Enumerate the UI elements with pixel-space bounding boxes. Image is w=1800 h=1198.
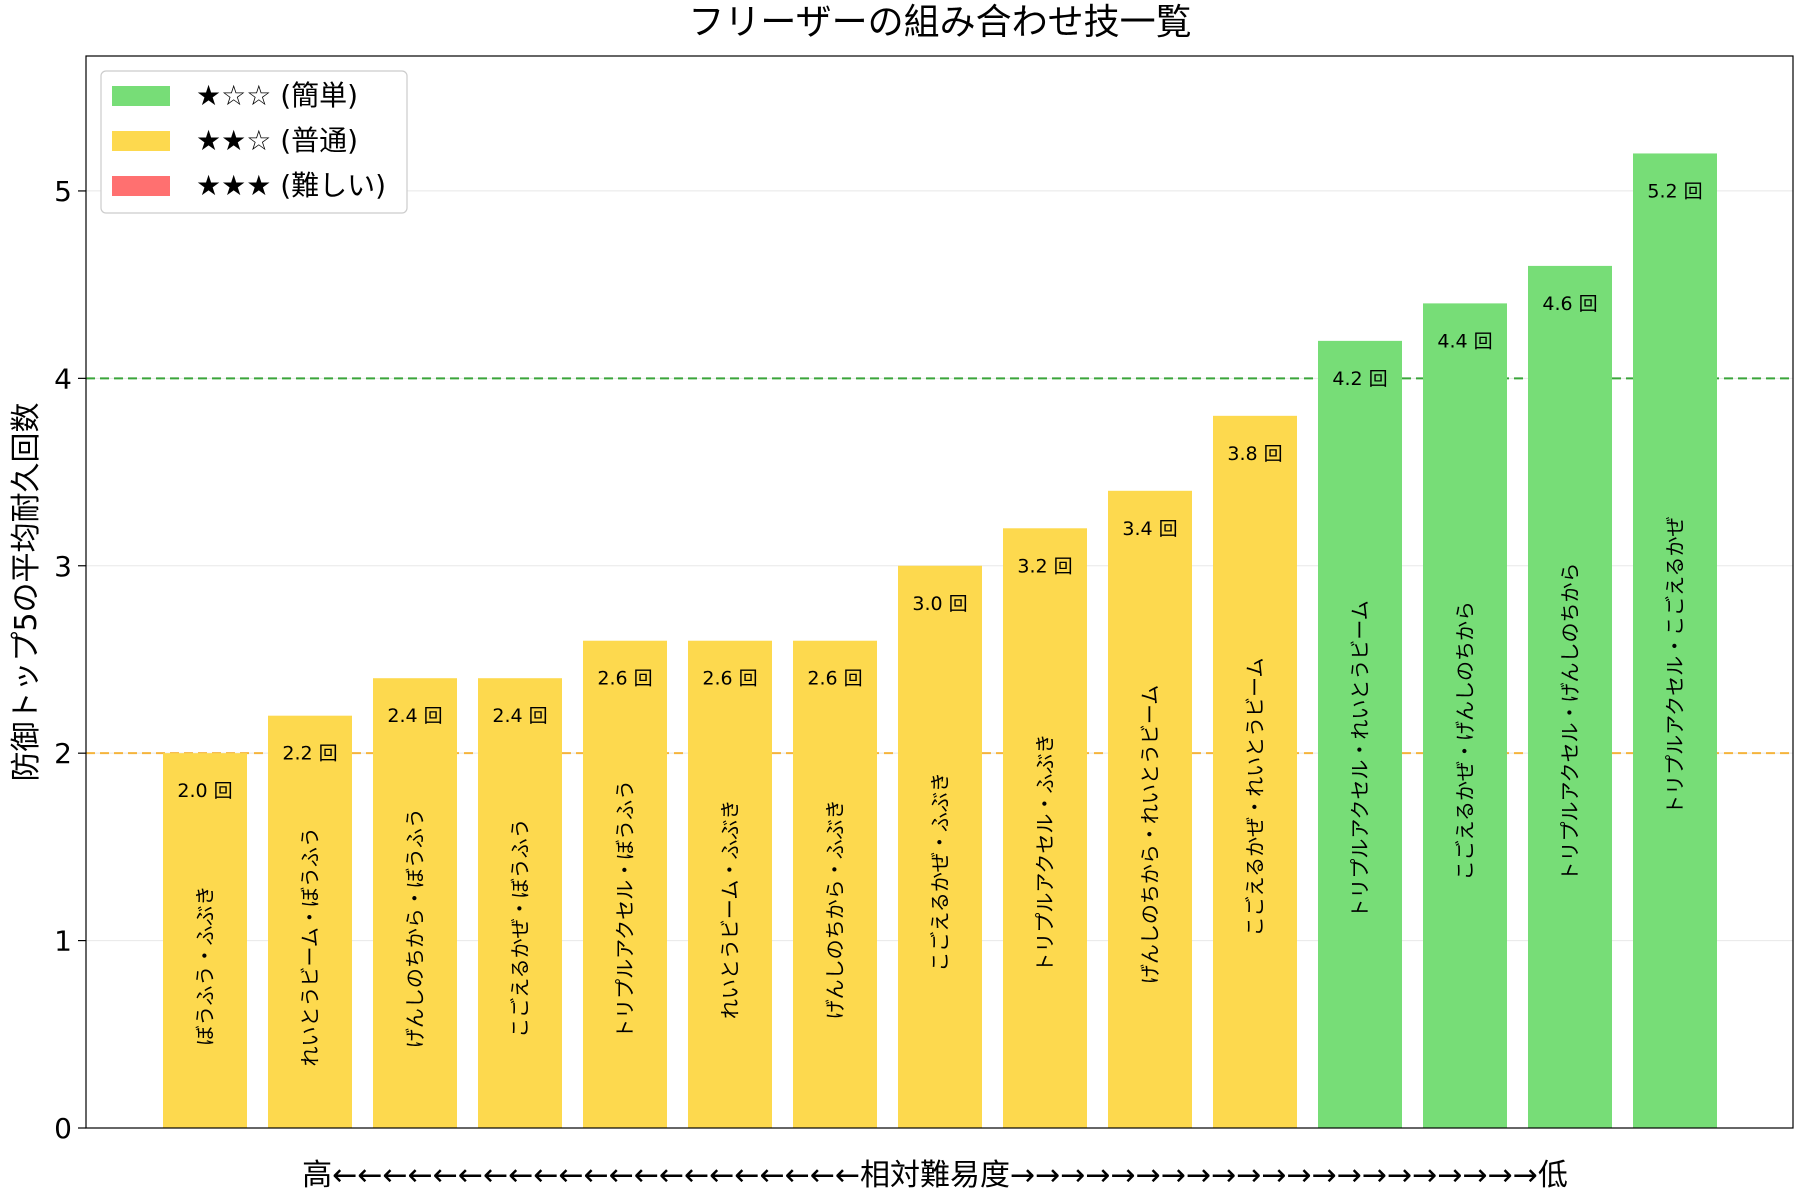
legend-swatch	[112, 86, 170, 106]
x-axis-label: 高←←←←←←←←←←←←←←←←←←←←←相対難易度→→→→→→→→→→→→→…	[302, 1158, 1568, 1193]
bar-category-label: こごえるかぜ・れいとうビーム	[1243, 658, 1267, 937]
bar	[1003, 528, 1087, 1128]
bar-value-label: 5.2 回	[1647, 180, 1702, 202]
bar-category-label: トリプルアクセル・ぼうふう	[613, 780, 637, 1039]
bar	[898, 565, 982, 1128]
bar-value-label: 3.8 回	[1227, 443, 1282, 465]
bar	[1423, 303, 1507, 1128]
bar	[1108, 490, 1192, 1128]
bar-category-label: げんしのちから・れいとうビーム	[1138, 685, 1162, 984]
y-tick-label: 0	[54, 1112, 72, 1145]
bar	[163, 753, 247, 1128]
bar-value-label: 3.0 回	[912, 593, 967, 615]
bar-value-label: 4.6 回	[1542, 293, 1597, 315]
bar	[268, 715, 352, 1128]
bar-value-label: 2.4 回	[492, 705, 547, 727]
bar-category-label: げんしのちから・ぼうふう	[403, 808, 427, 1048]
legend: ★☆☆ (簡単) ★★☆ (普通) ★★★ (難しい)	[100, 70, 408, 214]
chart-title: フリーザーの組み合わせ技一覧	[688, 2, 1191, 43]
bar-category-label: げんしのちから・ふぶき	[823, 799, 847, 1019]
y-axis: 0 1 2 3 4 5	[54, 175, 86, 1145]
bar-value-label: 2.6 回	[702, 668, 757, 690]
bar	[373, 678, 457, 1128]
bar	[1318, 340, 1402, 1128]
bar-value-label: 2.4 回	[387, 705, 442, 727]
bar-value-label: 3.2 回	[1017, 555, 1072, 577]
bar-category-label: トリプルアクセル・れいとうビーム	[1348, 600, 1372, 918]
y-tick-label: 5	[54, 175, 72, 208]
bar	[478, 678, 562, 1128]
y-tick-label: 3	[54, 550, 72, 583]
reference-lines	[86, 377, 1793, 755]
legend-swatch	[112, 131, 170, 151]
y-tick-label: 2	[54, 737, 72, 770]
bar-value-label: 4.4 回	[1437, 330, 1492, 352]
bar-category-label: れいとうビーム・ふぶき	[718, 800, 742, 1019]
bar	[1528, 265, 1612, 1128]
bar	[583, 640, 667, 1128]
legend-label: ★★☆ (普通)	[196, 124, 358, 157]
bar	[688, 640, 772, 1128]
bar	[1633, 153, 1717, 1129]
bar-category-label: こごえるかぜ・ぼうふう	[508, 818, 532, 1037]
bar-category-label: れいとうビーム・ぼうふう	[298, 827, 322, 1066]
y-tick-label: 4	[54, 362, 72, 395]
bar	[1213, 415, 1297, 1128]
bar-category-label: ぼうふう・ふぶき	[193, 886, 217, 1046]
bar-value-label: 2.2 回	[282, 743, 337, 765]
bar-value-label: 4.2 回	[1332, 368, 1387, 390]
bar-category-label: トリプルアクセル・こごえるかぜ	[1663, 517, 1687, 815]
bar-category-label: トリプルアクセル・げんしのちから	[1558, 562, 1582, 881]
bar-value-label: 2.6 回	[597, 668, 652, 690]
bar-value-label: 2.6 回	[807, 668, 862, 690]
legend-label: ★☆☆ (簡単)	[196, 79, 358, 112]
bar-category-label: トリプルアクセル・ふぶき	[1033, 734, 1057, 973]
bar	[793, 640, 877, 1128]
bar-category-label: こごえるかぜ・げんしのちから	[1453, 601, 1477, 880]
plot-frame	[85, 55, 1794, 1129]
bar-category-label: こごえるかぜ・ふぶき	[928, 772, 952, 971]
legend-label: ★★★ (難しい)	[196, 169, 386, 202]
y-tick-label: 1	[54, 925, 72, 958]
legend-box	[100, 70, 408, 214]
y-axis-label: 防御トップ5の平均耐久回数	[9, 402, 44, 781]
bar-value-label: 3.4 回	[1122, 518, 1177, 540]
bar-value-label: 2.0 回	[177, 780, 232, 802]
legend-swatch	[112, 176, 170, 196]
